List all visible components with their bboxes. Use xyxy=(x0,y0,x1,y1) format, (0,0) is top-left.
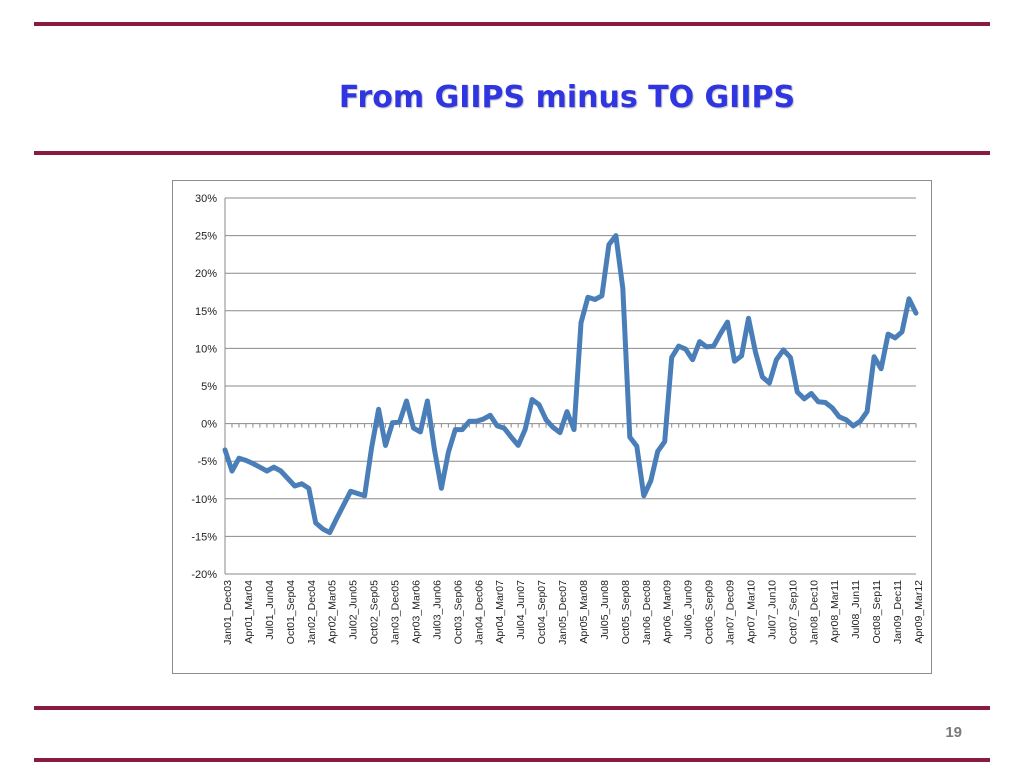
slide-title: From GIIPS minus TO GIIPS xyxy=(338,80,796,115)
page-number: 19 xyxy=(945,724,962,741)
x-tick-label: Jul01_Jun04 xyxy=(264,580,276,640)
y-tick-label: 0% xyxy=(201,419,217,431)
x-tick-label: Apr06_Mar09 xyxy=(662,580,674,644)
x-tick-label: Apr01_Mar04 xyxy=(243,580,255,644)
x-tick-label: Jul07_Jun10 xyxy=(766,580,778,640)
x-tick-label: Jan07_Dec09 xyxy=(725,580,737,645)
x-tick-label: Jul08_Jun11 xyxy=(850,580,862,639)
x-tick-label: Oct08_Sep11 xyxy=(871,580,883,644)
y-tick-label: 5% xyxy=(201,381,217,393)
x-tick-label: Apr08_Mar11 xyxy=(829,580,841,643)
x-tick-label: Oct06_Sep09 xyxy=(704,580,716,644)
x-tick-label: Oct05_Sep08 xyxy=(620,580,632,644)
x-tick-label: Apr05_Mar08 xyxy=(578,580,590,644)
x-tick-label: Jul06_Jun09 xyxy=(683,580,695,640)
y-tick-label: -20% xyxy=(191,569,217,581)
x-tick-label: Jul02_Jun05 xyxy=(348,580,360,640)
x-tick-label: Jul05_Jun08 xyxy=(599,580,611,640)
x-tick-label: Jul03_Jun06 xyxy=(431,580,443,640)
x-tick-label: Apr03_Mar06 xyxy=(410,580,422,644)
footer-rule-lower xyxy=(34,758,990,762)
x-tick-label: Jan09_Dec11 xyxy=(892,580,904,644)
y-tick-label: 25% xyxy=(195,231,217,243)
y-tick-label: 20% xyxy=(195,268,217,280)
x-tick-label: Jan03_Dec05 xyxy=(390,580,402,645)
x-tick-label: Apr09_Mar12 xyxy=(913,580,925,644)
x-tick-label: Oct03_Sep06 xyxy=(452,580,464,644)
x-tick-label: Oct04_Sep07 xyxy=(536,580,548,644)
y-tick-label: 30% xyxy=(195,193,217,205)
y-tick-label: -10% xyxy=(191,494,217,506)
x-tick-label: Jan02_Dec04 xyxy=(306,580,318,645)
y-tick-label: 15% xyxy=(195,306,217,318)
y-tick-label: 10% xyxy=(195,343,217,355)
x-tick-label: Oct07_Sep10 xyxy=(787,580,799,644)
top-rule xyxy=(34,22,990,26)
series-line xyxy=(222,233,919,536)
x-tick-label: Jan01_Dec03 xyxy=(222,580,234,645)
x-tick-label: Apr04_Mar07 xyxy=(494,580,506,644)
x-tick-label: Jan05_Dec07 xyxy=(557,580,569,645)
chart-canvas: 30% 25% 20% 15% 10% 5% 0% -5% -10% -15% -20% Jan01_… xyxy=(191,193,925,645)
y-tick-label: -15% xyxy=(191,531,217,543)
x-tick-label: Oct02_Sep05 xyxy=(369,580,381,644)
x-tick-label: Jul04_Jun07 xyxy=(515,580,527,640)
line-chart: 30% 25% 20% 15% 10% 5% 0% -5% -10% -15% -20% Jan01_… xyxy=(172,180,932,674)
x-tick-label: Apr07_Mar10 xyxy=(745,580,757,644)
x-tick-label: Jan04_Dec06 xyxy=(473,580,485,645)
x-tick-label: Oct01_Sep04 xyxy=(285,580,297,644)
x-tick-label: Jan08_Dec10 xyxy=(808,580,820,645)
y-tick-label: -5% xyxy=(197,456,217,468)
title-underline-rule xyxy=(34,151,990,155)
x-tick-label: Jan06_Dec08 xyxy=(641,580,653,645)
x-tick-label: Apr02_Mar05 xyxy=(327,580,339,644)
footer-rule-upper xyxy=(34,706,990,710)
